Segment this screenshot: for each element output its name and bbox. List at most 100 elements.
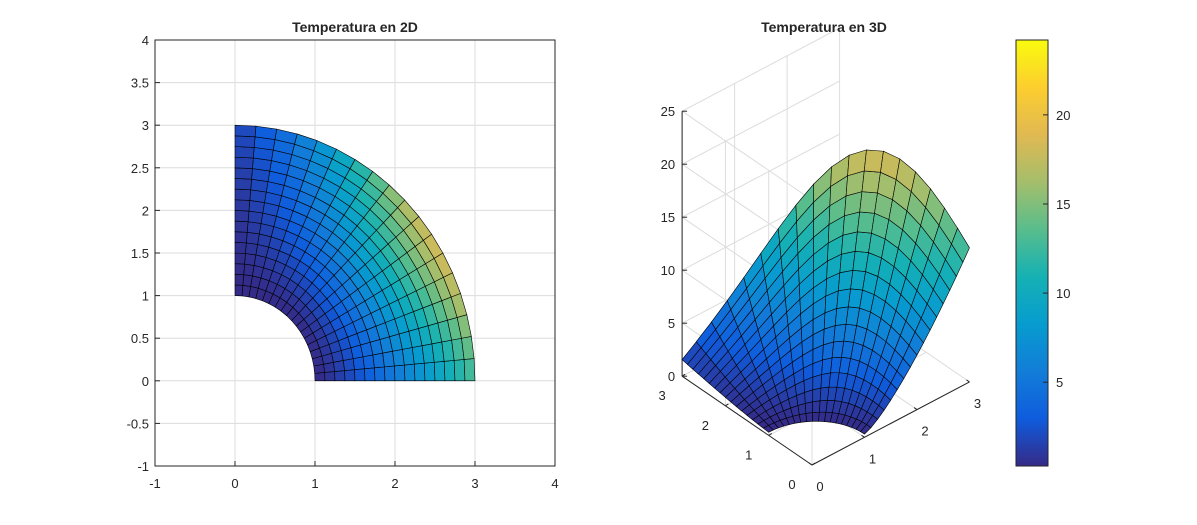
y-tick-label: 0 [142,374,149,389]
mesh-cell [314,372,326,382]
y-tick-label: 2.5 [131,161,149,176]
x-tick-label-3d: 1 [869,451,876,466]
chart-title-2d: Temperatura en 2D [292,19,418,35]
colorbar: 5 10 15 20 [1015,39,1070,467]
x-axis-line-3d [811,381,970,466]
y-ticks-2d: -1 -0.5 0 0.5 1 1.5 2 2.5 3 3.5 4 [127,33,160,474]
mesh-cell [404,363,416,382]
mesh-cell [234,242,247,254]
y-tick-mark-3d [811,462,816,466]
x-tick-mark-3d [913,407,918,411]
mesh-cell [394,364,406,382]
colorbar-tick-label: 15 [1056,197,1070,212]
x-tick-label: 4 [551,476,558,491]
x-tick-label-3d: 2 [921,424,928,439]
surface-3d [681,149,970,435]
mesh-cell [246,221,262,235]
surface-cell [863,149,884,173]
mesh-cell [362,354,375,370]
mesh-cell [423,361,436,382]
chart-title-3d: Temperatura en 3D [761,19,887,35]
x-tick-label: -1 [149,476,161,491]
panel-2d: -1 0 1 2 3 4 -1 -0.5 0 0.5 1 1.5 2 2.5 3 3.5 4 Temperat… [127,19,559,491]
grid-line-3d [681,80,840,165]
mesh-cell [234,146,255,159]
mesh-cell [234,135,256,148]
mesh-cell [364,367,376,382]
x-tick-label-3d: 0 [816,479,823,494]
mesh-cell [354,368,366,382]
mesh-cell [243,263,255,277]
z-tick-label-3d: 25 [661,104,675,119]
z-tick-label-3d: 20 [661,157,675,172]
mesh-cell [352,356,365,370]
surface-cell [804,389,814,404]
mesh-cell [246,231,260,245]
x-ticks-2d: -1 0 1 2 3 4 [149,461,559,491]
surface-cell [951,227,970,263]
grid-line-3d [681,133,840,218]
z-tick-label-3d: 10 [661,263,675,278]
y-tick-mark-3d [768,432,772,436]
mesh-cell [384,365,396,382]
mesh-cell [234,263,245,276]
colorbar-tick-label: 10 [1056,286,1070,301]
mesh-cell [241,284,251,298]
y-tick-label: 1 [142,289,149,304]
mesh-cell [234,178,252,191]
z-tick-label-3d: 15 [661,210,675,225]
mesh-cell [234,231,248,244]
x-tick-label: 3 [471,476,478,491]
mesh-cell [234,124,257,138]
mesh-cell [374,366,386,382]
z-tick-label-3d: 5 [668,316,675,331]
mesh-cell [234,284,244,297]
y-tick-label-3d: 0 [788,477,795,492]
mesh-cell [453,359,466,382]
mesh-cell [244,253,257,266]
y-tick-label: 3 [142,118,149,133]
y-tick-label: 4 [142,33,149,48]
mesh-cell [234,199,251,212]
mesh-cell [433,360,446,382]
mesh-cell [414,362,426,382]
mesh-cell [234,210,250,222]
mesh-cell [234,220,249,233]
x-tick-label: 0 [231,476,238,491]
mesh-cell [234,273,245,286]
surface-cell [812,400,821,413]
mesh-cell [245,242,258,256]
mesh-cell [234,252,246,265]
surface-cell [812,411,820,422]
surface-cell [804,401,814,414]
z-tick-label-3d: 0 [668,369,675,384]
colorbar-gradient [1015,39,1049,467]
mesh-cell [242,274,253,287]
mesh-cell [463,358,476,382]
surface-cell [798,413,807,423]
grid-line-3d [681,27,840,112]
mesh-cell [443,360,456,382]
x-tick-mark-3d [966,379,970,383]
y-tick-label-3d: 1 [745,447,752,462]
surface-cell [812,387,822,403]
mesh-cell [234,167,253,180]
y-tick-label-3d: 2 [702,418,709,433]
y-tick-label: 0.5 [131,331,149,346]
grid-line-3d [681,110,813,201]
x-tick-label-3d: 3 [974,396,981,411]
y-tick-label: -1 [137,459,149,474]
colorbar-tick-label: 5 [1056,375,1063,390]
mesh-cell [234,156,254,169]
y-tick-label: -0.5 [127,416,149,431]
surface-cell [797,403,807,416]
mesh-2d [234,124,476,382]
x-tick-mark-3d [861,434,865,438]
colorbar-tick-label: 20 [1056,108,1070,123]
y-tick-label: 3.5 [131,76,149,91]
y-tick-label-3d: 3 [658,388,665,403]
surface-cell [805,412,813,423]
